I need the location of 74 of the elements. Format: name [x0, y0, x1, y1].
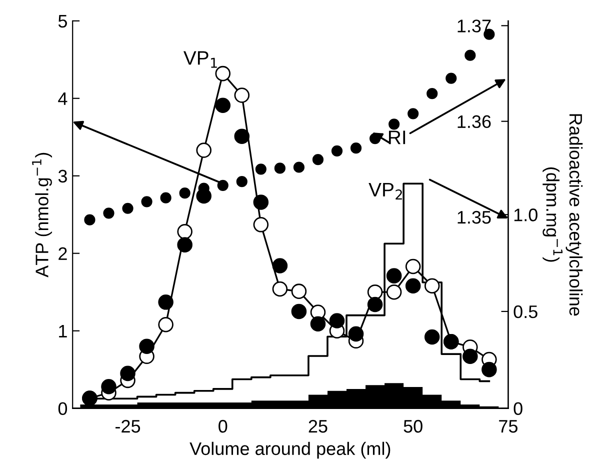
- point: [386, 284, 402, 300]
- y-axis-title: ATP (nmol.g$^{−1}$): [32, 152, 52, 278]
- point: [367, 284, 383, 300]
- point: [482, 362, 497, 378]
- point: [103, 208, 114, 219]
- x-tick-label: 0: [218, 420, 228, 433]
- point: [274, 162, 286, 174]
- y-tick-label: 4: [58, 92, 68, 105]
- point: [177, 237, 192, 252]
- point: [312, 154, 324, 166]
- point: [272, 281, 288, 297]
- point: [386, 268, 402, 284]
- point: [120, 366, 136, 382]
- y2-tick-label: 0.5: [514, 305, 538, 318]
- point: [369, 132, 381, 144]
- point: [348, 326, 364, 342]
- point: [101, 378, 116, 394]
- point: [424, 329, 440, 345]
- point: [158, 316, 174, 332]
- point: [215, 66, 231, 82]
- x-tick-label: 25: [308, 420, 328, 433]
- point: [291, 284, 307, 299]
- point: [405, 278, 421, 294]
- annotation: VP$_{1}$: [183, 51, 217, 68]
- point: [84, 214, 96, 226]
- point: [255, 164, 266, 175]
- point: [405, 258, 421, 274]
- point: [291, 304, 307, 320]
- point: [462, 348, 478, 364]
- y2-axis-title: Radioactive acetylcholine (dpm.mg$^{−1}$): [542, 114, 583, 316]
- point: [446, 72, 457, 84]
- point: [177, 224, 192, 240]
- point: [253, 217, 269, 232]
- y-tick-label: 2: [58, 247, 67, 260]
- point: [234, 88, 250, 103]
- point: [217, 180, 228, 191]
- point: [272, 258, 288, 274]
- point: [331, 145, 343, 157]
- y-tick-label: 3: [58, 170, 67, 183]
- point: [141, 196, 152, 208]
- point: [234, 128, 250, 144]
- point: [196, 142, 212, 158]
- y2-tick-label: 1.0: [514, 208, 538, 222]
- y-tick-label: 0: [58, 402, 68, 416]
- x-tick-label: 75: [499, 420, 518, 433]
- y3-tick-label: 1.37: [458, 20, 491, 32]
- point: [367, 296, 383, 312]
- point: [426, 88, 438, 100]
- point: [158, 294, 174, 310]
- point: [464, 50, 476, 61]
- y3-tick-label: 1.35: [458, 210, 491, 224]
- point: [179, 188, 190, 199]
- point: [215, 98, 231, 113]
- annotation: RI: [388, 130, 406, 144]
- point: [329, 313, 345, 328]
- y-tick-label: 1: [59, 324, 67, 338]
- point: [160, 192, 172, 204]
- annotation: VP$_{2}$: [368, 182, 402, 200]
- point: [236, 176, 248, 188]
- point: [408, 108, 419, 120]
- point: [350, 142, 362, 154]
- point: [253, 194, 269, 210]
- point: [122, 202, 134, 214]
- point: [310, 316, 326, 332]
- x-tick-label: -25: [116, 420, 140, 433]
- point: [139, 338, 154, 354]
- point: [293, 162, 305, 173]
- y2-tick-label: 0: [514, 402, 522, 416]
- point: [424, 278, 440, 294]
- x-tick-label: 50: [404, 420, 422, 433]
- y-tick-label: 5: [58, 15, 67, 28]
- x-axis-title: Volume around peak (ml): [190, 442, 390, 459]
- y3-tick-label: 1.36: [458, 115, 491, 128]
- point: [388, 118, 400, 130]
